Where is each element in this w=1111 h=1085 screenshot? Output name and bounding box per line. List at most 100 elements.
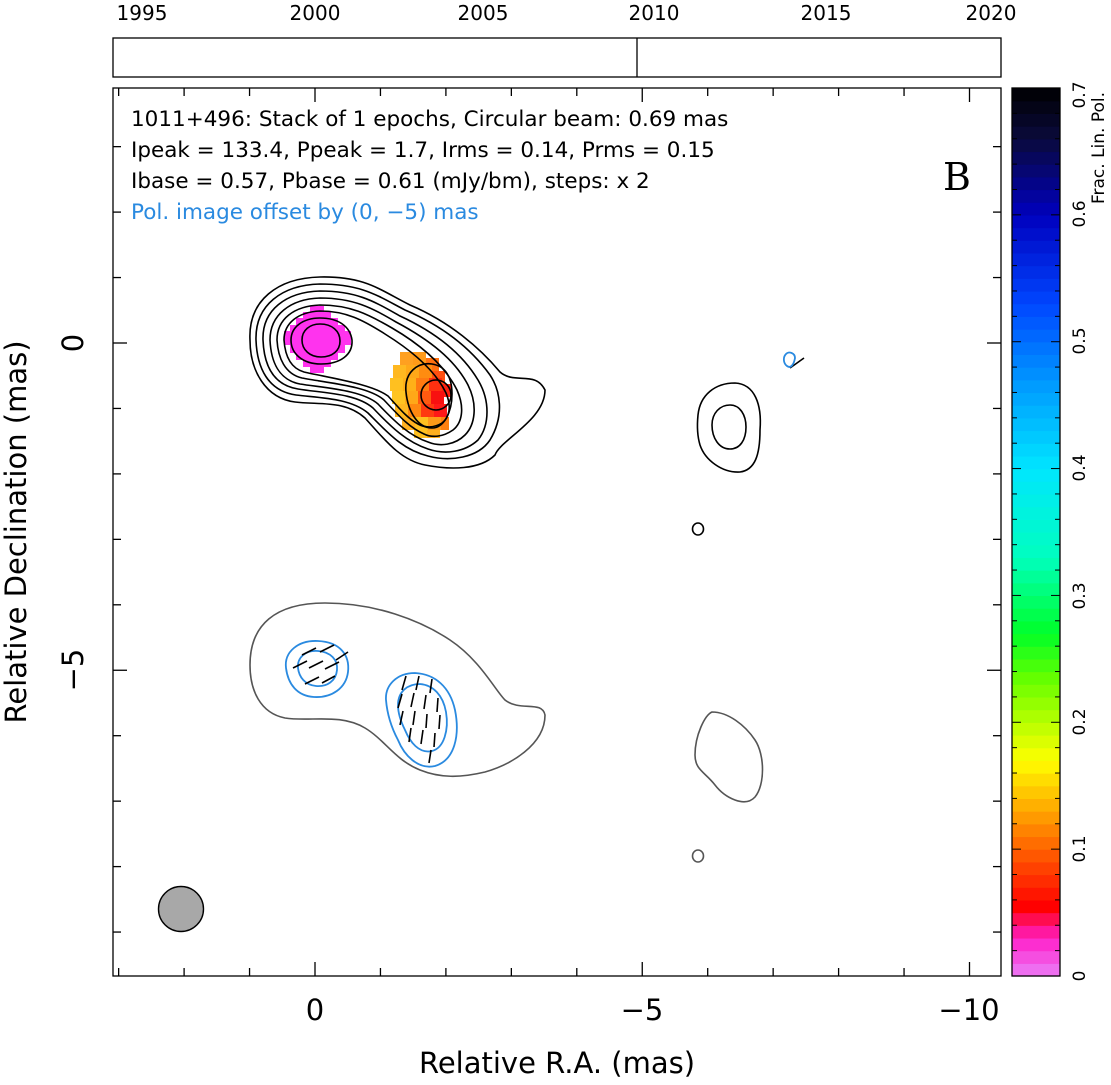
colorbar-step	[1012, 620, 1060, 635]
colorbar-step	[1012, 734, 1060, 749]
colorbar-step	[1012, 874, 1060, 888]
pol-pixel	[284, 331, 351, 345]
jet-contour-inner	[405, 363, 453, 429]
evpa-tick	[408, 727, 412, 743]
pol-pixel	[400, 352, 413, 365]
colorbar-step	[1012, 696, 1060, 711]
colorbar-step	[1012, 265, 1060, 279]
epoch-tick-label: 1995	[117, 1, 168, 25]
colorbar-step	[1012, 532, 1060, 546]
colorbar-step	[1012, 836, 1060, 850]
colorbar-step	[1012, 126, 1060, 140]
colorbar-tick-labels: 0 0.1 0.2 0.3 0.4 0.5 0.6 0.7	[1070, 81, 1090, 981]
colorbar-step	[1012, 303, 1060, 317]
stokes-i-contours	[249, 276, 805, 536]
colorbar-step	[1012, 811, 1060, 825]
core-pol-pixels	[284, 306, 351, 373]
colorbar-tick-label: 0.5	[1070, 327, 1090, 354]
epoch-tick-labels: 1995 2000 2005 2010 2015 2020	[117, 1, 1017, 25]
evpa-tick	[423, 694, 427, 710]
x-tick-label: 0	[306, 993, 324, 1027]
colorbar-step	[1012, 417, 1060, 432]
plot-frame	[112, 87, 1002, 977]
contour-level-1	[249, 276, 546, 469]
evpa-tick	[397, 693, 403, 709]
pol-pixel	[427, 430, 440, 438]
colorbar-step	[1012, 468, 1060, 482]
offset-outer-feature-contour	[694, 711, 764, 803]
y-tick-label: 0	[56, 334, 90, 352]
offset-compact-contour	[691, 849, 705, 863]
pol-contour-core-outer	[285, 640, 350, 698]
colorbar-step	[1012, 557, 1060, 571]
pol-pixel	[431, 391, 444, 404]
colorbar-step	[1012, 963, 1060, 977]
colorbar-step	[1012, 747, 1060, 761]
colorbar-step	[1012, 671, 1060, 685]
colorbar-step	[1012, 252, 1060, 267]
colorbar-step	[1012, 633, 1060, 647]
colorbar-step	[1012, 329, 1060, 343]
colorbar-step	[1012, 684, 1060, 698]
colorbar-tick-label: 0.6	[1070, 200, 1090, 227]
colorbar-tick-label: 0.2	[1070, 708, 1090, 735]
colorbar-step	[1012, 760, 1060, 774]
contour-level-5	[276, 304, 463, 438]
epoch-tick-label: 2005	[458, 1, 509, 25]
plot-annotations: 1011+496: Stack of 1 epochs, Circular be…	[131, 107, 971, 225]
evpa-tick	[308, 660, 324, 669]
colorbar-step	[1012, 100, 1060, 114]
colorbar-step	[1012, 202, 1060, 216]
evpa-tick	[324, 661, 340, 670]
x-tick-label: −10	[938, 993, 999, 1027]
colorbar-step	[1012, 570, 1060, 584]
colorbar-tick-label: 0	[1070, 971, 1090, 982]
contour-level-2	[255, 283, 501, 460]
y-tick-label: −5	[56, 649, 90, 692]
colorbar-step	[1012, 912, 1060, 926]
colorbar-tick-label: 0.3	[1070, 582, 1090, 609]
colorbar-step	[1012, 798, 1060, 812]
compact-contour	[691, 522, 705, 536]
colorbar-step	[1012, 887, 1060, 901]
colorbar-step	[1012, 240, 1060, 254]
epoch-timeline-frame	[112, 37, 1002, 78]
evpa-tick	[433, 732, 436, 748]
y-tick-labels: 0 −5	[56, 334, 90, 692]
colorbar-step	[1012, 925, 1060, 939]
colorbar-step	[1012, 88, 1060, 102]
pol-pixel	[403, 378, 416, 391]
pol-pixel	[419, 365, 432, 378]
offset-stokes-i-contours	[249, 602, 764, 863]
evpa-tick	[428, 749, 432, 764]
pol-pixel	[390, 378, 403, 391]
evpa-tick	[301, 647, 317, 656]
evpa-tick	[412, 710, 416, 726]
offset-contour-outer	[249, 602, 546, 778]
contour-level-7	[290, 317, 353, 365]
colorbar-step	[1012, 367, 1060, 381]
colorbar-step	[1012, 176, 1060, 191]
pol-pixel	[418, 391, 431, 404]
epoch-tick-label: 2000	[290, 1, 341, 25]
colorbar-step	[1012, 278, 1060, 292]
colorbar-step	[1012, 506, 1060, 520]
evpa-tick	[335, 651, 349, 661]
jet-contour-peak	[420, 379, 452, 411]
epoch-tick-label: 2010	[629, 1, 680, 25]
colorbar-label: Frac. Lin. Pol.	[1089, 92, 1109, 204]
evpa-tick	[425, 713, 428, 729]
panel-label: B	[943, 155, 971, 199]
colorbar-step	[1012, 138, 1060, 153]
colorbar-step	[1012, 316, 1060, 330]
annotation-line-4: Pol. image offset by (0, −5) mas	[131, 200, 479, 225]
colorbar-step	[1012, 519, 1060, 533]
colorbar-step	[1012, 658, 1060, 673]
pol-contour-noise	[782, 351, 796, 368]
epoch-tick-label: 2015	[801, 1, 852, 25]
colorbar-step	[1012, 937, 1060, 952]
annotation-line-2: Ipeak = 133.4, Ppeak = 1.7, Irms = 0.14,…	[131, 138, 715, 163]
evpa-tick	[319, 644, 335, 653]
evpa-tick	[436, 697, 439, 713]
evpa-tick	[321, 675, 336, 684]
